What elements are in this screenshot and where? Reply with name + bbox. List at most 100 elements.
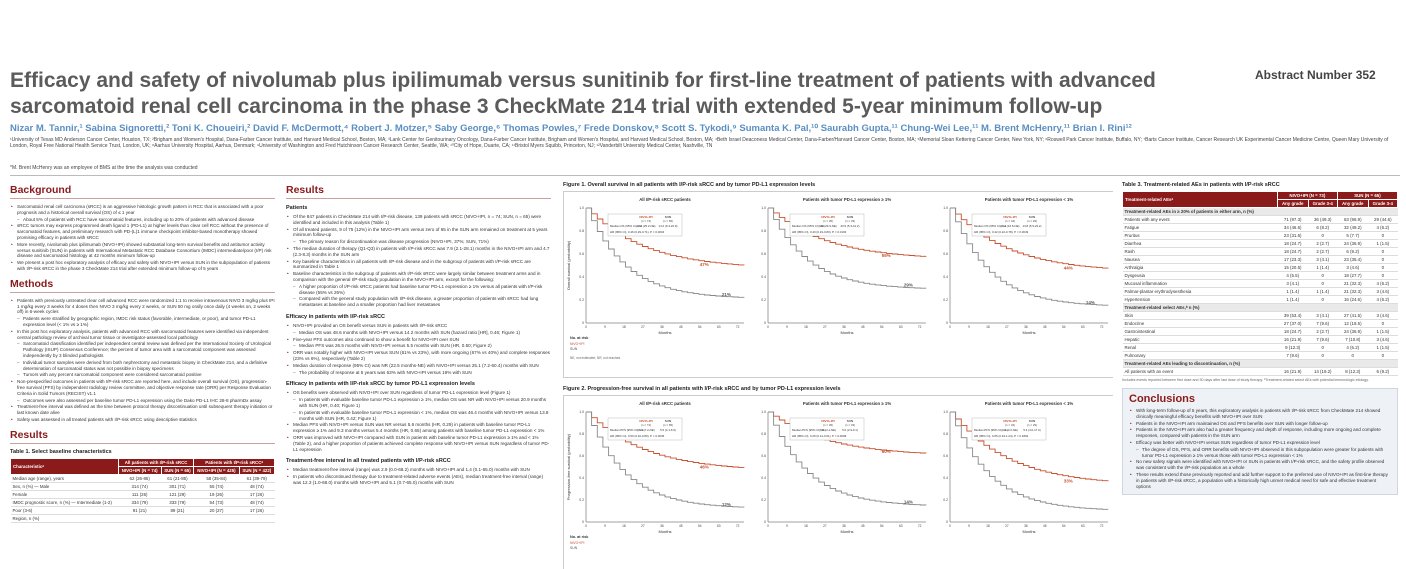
table-cell [1277, 359, 1309, 368]
table-cell: 14 (19.2) [1308, 367, 1338, 376]
hazard-ratio: HR (95% CI), 0.65 (0.34-1.24), P = 0.189… [974, 434, 1029, 438]
figure2-pfs-curves: Progression-free survival (probability) A… [566, 401, 1109, 550]
table-cell: 4 (6.2) [1368, 223, 1398, 232]
table-cell: 17 (26) [239, 506, 275, 515]
y-tick-label: 0 [582, 321, 584, 325]
n-sun: (n = 65) [663, 423, 673, 427]
bullet-item: Five-year PFS outcomes also continued to… [287, 337, 551, 343]
bullet-item: A higher proportion of I/P-risk sRCC pat… [293, 284, 551, 296]
table-cell: 16 (21.9) [1277, 367, 1309, 376]
table-cell: 12 (18.5) [1337, 319, 1369, 328]
column-left: Background Sarcomatoid renal cell carcin… [10, 182, 275, 569]
table-cell [1277, 303, 1309, 312]
efficacy-list: NIVO+IPI provided an OS benefit versus S… [286, 323, 551, 375]
nivo-pct-label: 55% [882, 253, 891, 258]
median-label: Median OS (95% CI), mo [974, 224, 1007, 228]
x-tick-label: 18 [804, 524, 808, 528]
x-tick-label: 54 [698, 325, 702, 329]
bullet-item: Of the 847 patients in CheckMate 214 wit… [287, 214, 551, 226]
n-nivo: (n = 34) [1005, 423, 1015, 427]
y-tick-label: 1.0 [943, 410, 948, 414]
bullet-item: Baseline characteristics in the subgroup… [287, 271, 551, 283]
table-cell: 1 (1.5) [1368, 343, 1398, 352]
x-tick-label: 0 [949, 325, 951, 329]
figure1-os-curves: Overall survival (probability) All I/P-ri… [566, 197, 1109, 360]
table3-note: Includes events reported between first d… [1122, 378, 1369, 382]
table-row: Arthralgia 15 (20.5) 1 (1.4) 3 (4.6) 0 [1122, 263, 1398, 272]
y-tick-label: 1.0 [579, 206, 584, 210]
y-tick-label: 0.8 [943, 229, 948, 233]
bullet-item: Tumors with any percent sarcomatoid comp… [17, 372, 275, 378]
n-nivo: (n = 36) [823, 219, 833, 223]
bullet-item: Non-prespecified outcomes in patients wi… [11, 379, 275, 396]
y-tick-label: 0 [764, 520, 766, 524]
x-tick-label: 72 [1100, 524, 1104, 528]
table-cell: 333 (79) [161, 498, 194, 507]
panel-title: Patients with tumor PD-L1 expression < 1… [985, 401, 1074, 406]
table-cell: 3 (4.6) [1368, 287, 1398, 296]
x-tick-label: 27 [1005, 325, 1009, 329]
title-line-2: sarcomatoid renal cell carcinoma in the … [10, 95, 1103, 118]
table-cell: 0 [1337, 351, 1369, 360]
legend-sun: SUN [665, 215, 672, 219]
table-cell: 55 (74) [193, 482, 240, 491]
table-row: Treatment-related AEs in ≥ 20% of patien… [1122, 207, 1398, 216]
x-tick-label: 63 [899, 524, 903, 528]
table-cell: 314 (74) [118, 482, 161, 491]
sun-curve [768, 411, 927, 506]
bullet-item: More recently, nivolumab plus ipilimumab… [11, 242, 275, 259]
bullet-item: No new safety signals were identified wi… [1130, 459, 1391, 471]
table-cell: 23 (35.4) [1337, 255, 1369, 264]
row-label: Rash [1122, 247, 1278, 256]
bullet-item: Median OS was 48.6 months with NIVO+IPI … [293, 330, 551, 336]
y-tick-label: 1.0 [943, 206, 948, 210]
y-tick-label: 0.6 [579, 454, 584, 458]
bullet-item: Individual tumor samples were derived fr… [17, 360, 275, 372]
row-label: Nausea [1122, 255, 1278, 264]
bullet-item: sRCC tumors may express programmed death… [11, 223, 275, 240]
table-cell: 3 (4.1) [1277, 279, 1309, 288]
bullet-item: In this post hoc exploratory analysis, p… [11, 329, 275, 341]
y-axis-label: Progression-free survival (probability) [566, 433, 571, 500]
table-cell [193, 514, 240, 523]
table-row: Rash 18 (24.7) 2 (2.7) 6 (9.2) 0 [1122, 247, 1398, 256]
x-tick-label: 0 [767, 325, 769, 329]
x-tick-label: 9 [604, 524, 606, 528]
table-cell [1277, 207, 1309, 216]
table-row: Sex, n (%) — Male 314 (74) 301 (71) 55 (74)… [10, 482, 275, 491]
table-row: Treatment-related select AEs,ᵇ n (%) [1122, 303, 1398, 312]
table-cell: 27 (37.0) [1277, 319, 1309, 328]
x-tick-label: 18 [622, 524, 626, 528]
median-label: Median OS (95% CI), mo [792, 224, 825, 228]
table1-title: Table 1. Select baseline characteristics [10, 448, 112, 455]
figure1-title: Figure 1. Overall survival in all patien… [563, 182, 816, 188]
x-tick-label: 9 [968, 524, 970, 528]
median-inset-box [789, 417, 865, 441]
x-tick-label: 54 [1062, 325, 1066, 329]
table-cell: 18 (27.7) [1337, 271, 1369, 280]
median-sun: 13.8 (5.5-23.2) [1023, 224, 1042, 228]
y-tick-label: 1.0 [761, 410, 766, 414]
bullet-item: Median duration of response (95% CI) was… [287, 363, 551, 369]
table1-col-characteristic: Characteristicᵃ [10, 457, 119, 475]
table-cell [239, 514, 275, 523]
x-tick-label: 36 [1024, 524, 1028, 528]
table-row: Dysgeusia 4 (5.5) 0 18 (27.7) 0 [1122, 271, 1398, 280]
table-row: Region, n (%) [10, 514, 275, 523]
row-label: Poor (3-6) [10, 506, 119, 515]
x-tick-label: 45 [679, 524, 683, 528]
table-cell: 0 [1308, 279, 1338, 288]
y-tick-label: 0 [582, 520, 584, 524]
table-cell: 91 (21) [118, 506, 161, 515]
table-cell: 1 (1.4) [1277, 295, 1309, 304]
n-sun: (n = 33) [845, 219, 855, 223]
y-tick-label: 0.4 [579, 275, 584, 279]
sun-pct-label: 29% [904, 283, 913, 288]
abstract-number: Abstract Number 352 [1255, 68, 1376, 82]
y-tick-label: 0.2 [579, 298, 584, 302]
bullet-item: We present a post hoc exploratory analys… [11, 260, 275, 272]
n-nivo: (n = 74) [641, 219, 651, 223]
table-cell: 0 [1308, 295, 1338, 304]
x-tick-label: 36 [1024, 325, 1028, 329]
patients-list: Of the 847 patients in CheckMate 214 wit… [286, 214, 551, 308]
